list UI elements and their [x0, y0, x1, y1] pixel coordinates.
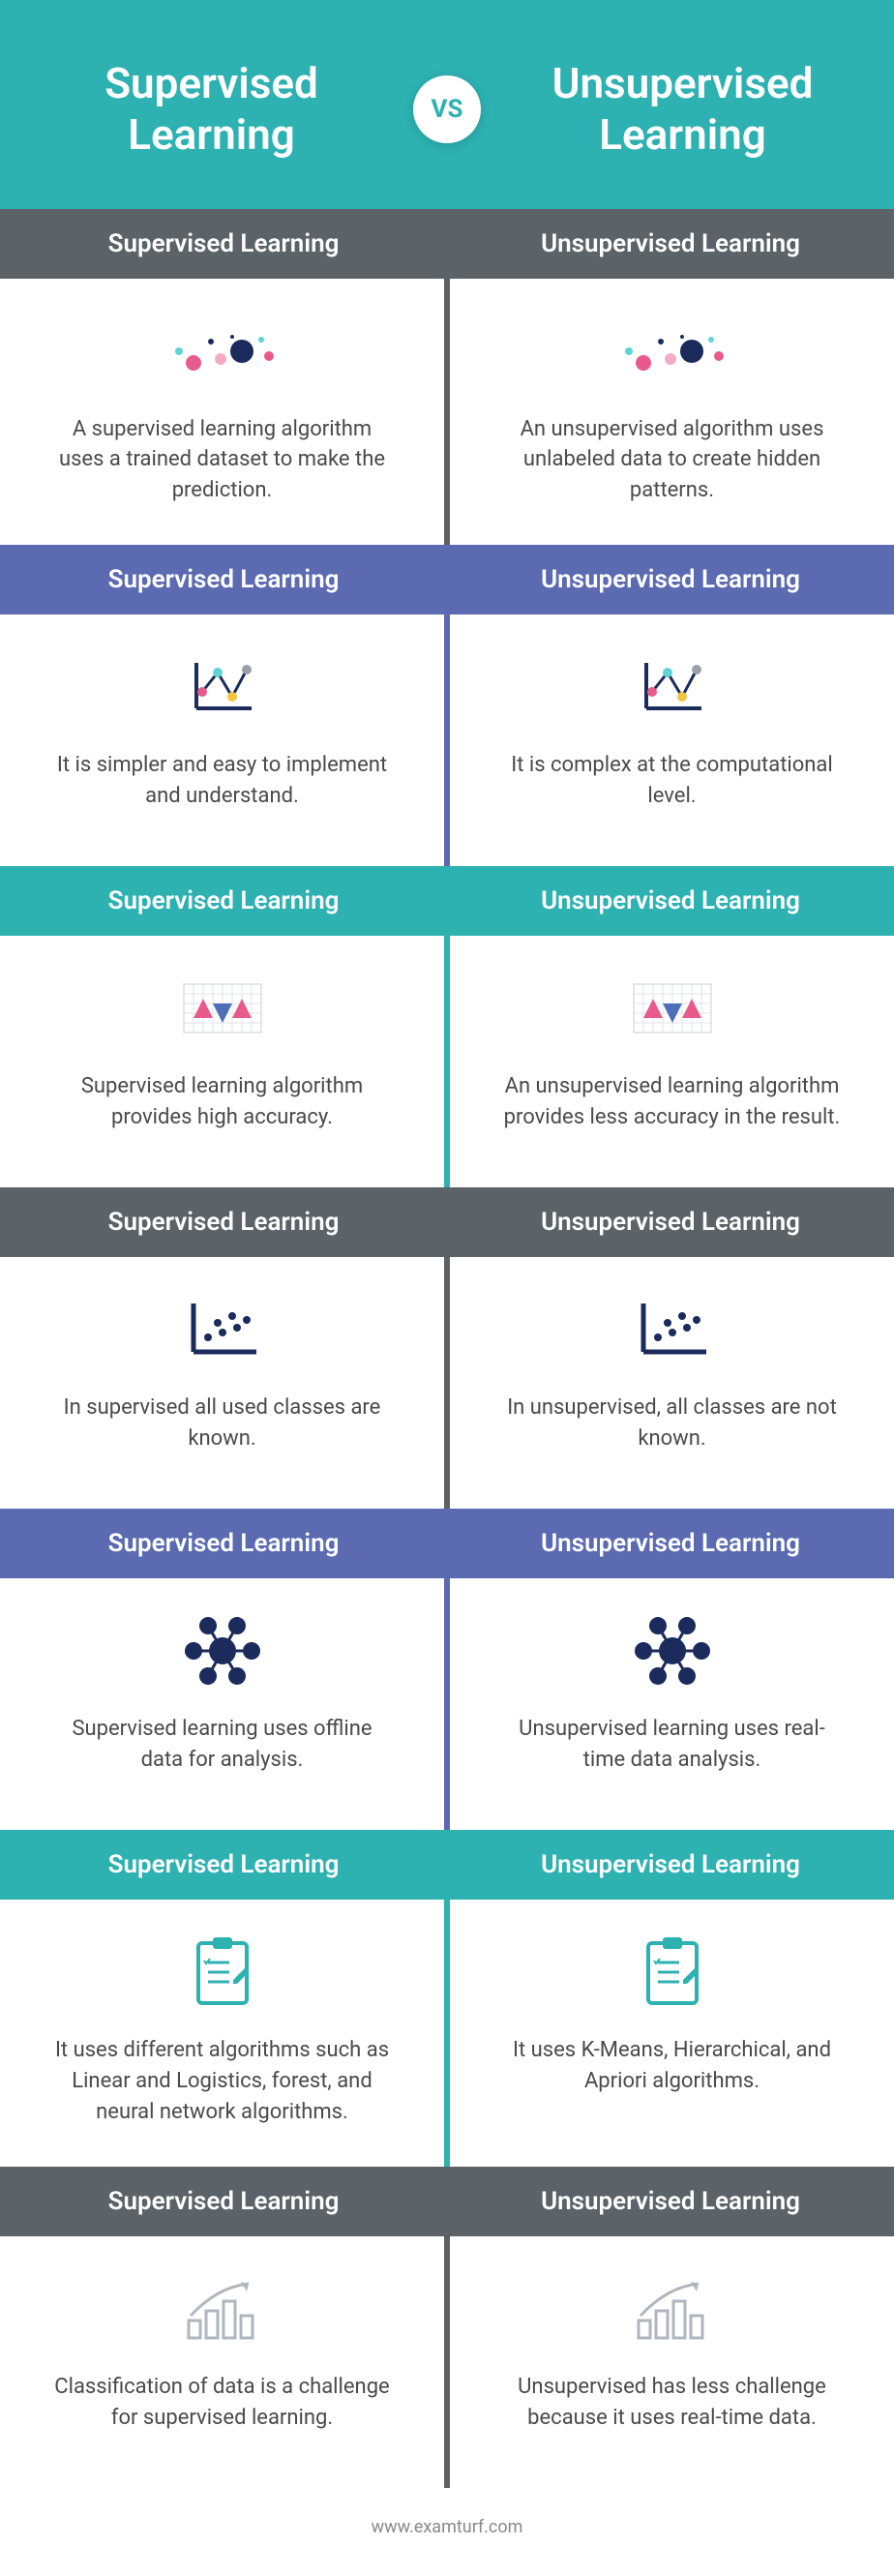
row-header-left: Supervised Learning [0, 545, 447, 614]
row-icon-left [179, 965, 266, 1052]
row-right-col: An unsupervised learning algorithm provi… [450, 936, 894, 1187]
row-icon-left [189, 1929, 256, 2016]
row-header-right: Unsupervised Learning [447, 866, 894, 936]
row-body: Supervised learning uses offline data fo… [0, 1578, 894, 1830]
row-icon-right [634, 1286, 711, 1373]
row-desc-left: It uses different algorithms such as Lin… [39, 2035, 405, 2128]
row-desc-right: Unsupervised learning uses real-time dat… [489, 1714, 855, 1776]
row-right-col: Unsupervised has less challenge because … [450, 2236, 894, 2488]
row-header-left: Supervised Learning [0, 2167, 447, 2236]
row-desc-left: In supervised all used classes are known… [39, 1393, 405, 1454]
row-header: Supervised Learning Unsupervised Learnin… [0, 1509, 894, 1578]
row-left-col: It is simpler and easy to implement and … [0, 614, 444, 866]
row-right-col: Unsupervised learning uses real-time dat… [450, 1578, 894, 1830]
comparison-rows: Supervised Learning Unsupervised Learnin… [0, 209, 894, 2488]
row-right-col: In unsupervised, all classes are not kno… [450, 1257, 894, 1509]
row-body: In supervised all used classes are known… [0, 1257, 894, 1509]
row-header-right: Unsupervised Learning [447, 2167, 894, 2236]
row-icon-right [629, 965, 716, 1052]
row-desc-left: Classification of data is a challenge fo… [39, 2372, 405, 2434]
row-icon-right [639, 644, 706, 731]
row-icon-left [184, 1286, 261, 1373]
row-right-col: It is complex at the computational level… [450, 614, 894, 866]
main-header: SupervisedLearning VS UnsupervisedLearni… [0, 0, 894, 209]
row-body: Classification of data is a challenge fo… [0, 2236, 894, 2488]
row-desc-right: It is complex at the computational level… [489, 750, 855, 812]
row-body: It uses different algorithms such as Lin… [0, 1900, 894, 2167]
row-header: Supervised Learning Unsupervised Learnin… [0, 1187, 894, 1257]
row-desc-left: A supervised learning algorithm uses a t… [39, 414, 405, 507]
row-desc-right: An unsupervised algorithm uses unlabeled… [489, 414, 855, 507]
row-icon-left [179, 2265, 266, 2352]
row-left-col: A supervised learning algorithm uses a t… [0, 279, 444, 546]
row-header: Supervised Learning Unsupervised Learnin… [0, 866, 894, 936]
row-header-right: Unsupervised Learning [447, 1830, 894, 1900]
row-header-right: Unsupervised Learning [447, 545, 894, 614]
footer-url: www.examturf.com [0, 2488, 894, 2576]
row-icon-right [629, 2265, 716, 2352]
row-icon-right [629, 1607, 716, 1694]
row-left-col: It uses different algorithms such as Lin… [0, 1900, 444, 2167]
row-right-col: An unsupervised algorithm uses unlabeled… [450, 279, 894, 546]
row-icon-right [614, 308, 730, 395]
row-header-right: Unsupervised Learning [447, 209, 894, 279]
row-desc-left: Supervised learning uses offline data fo… [39, 1714, 405, 1776]
row-right-col: It uses K-Means, Hierarchical, and Aprio… [450, 1900, 894, 2167]
row-body: Supervised learning algorithm provides h… [0, 936, 894, 1187]
row-desc-left: Supervised learning algorithm provides h… [39, 1071, 405, 1133]
row-header: Supervised Learning Unsupervised Learnin… [0, 2167, 894, 2236]
header-title-left: SupervisedLearning [19, 58, 403, 161]
row-icon-left [164, 308, 281, 395]
row-icon-left [189, 644, 256, 731]
row-body: It is simpler and easy to implement and … [0, 614, 894, 866]
row-icon-left [179, 1607, 266, 1694]
row-body: A supervised learning algorithm uses a t… [0, 279, 894, 546]
row-desc-right: Unsupervised has less challenge because … [489, 2372, 855, 2434]
vs-badge: VS [413, 75, 481, 143]
row-left-col: Supervised learning uses offline data fo… [0, 1578, 444, 1830]
row-icon-right [639, 1929, 706, 2016]
row-header: Supervised Learning Unsupervised Learnin… [0, 209, 894, 279]
row-desc-right: An unsupervised learning algorithm provi… [489, 1071, 855, 1133]
row-header-left: Supervised Learning [0, 1830, 447, 1900]
row-header: Supervised Learning Unsupervised Learnin… [0, 1830, 894, 1900]
row-header-right: Unsupervised Learning [447, 1509, 894, 1578]
row-left-col: In supervised all used classes are known… [0, 1257, 444, 1509]
row-header-left: Supervised Learning [0, 209, 447, 279]
row-left-col: Supervised learning algorithm provides h… [0, 936, 444, 1187]
row-desc-right: It uses K-Means, Hierarchical, and Aprio… [489, 2035, 855, 2097]
row-header: Supervised Learning Unsupervised Learnin… [0, 545, 894, 614]
header-title-right: UnsupervisedLearning [491, 58, 875, 161]
row-desc-right: In unsupervised, all classes are not kno… [489, 1393, 855, 1454]
row-header-left: Supervised Learning [0, 1509, 447, 1578]
row-header-right: Unsupervised Learning [447, 1187, 894, 1257]
row-desc-left: It is simpler and easy to implement and … [39, 750, 405, 812]
row-left-col: Classification of data is a challenge fo… [0, 2236, 444, 2488]
row-header-left: Supervised Learning [0, 1187, 447, 1257]
row-header-left: Supervised Learning [0, 866, 447, 936]
